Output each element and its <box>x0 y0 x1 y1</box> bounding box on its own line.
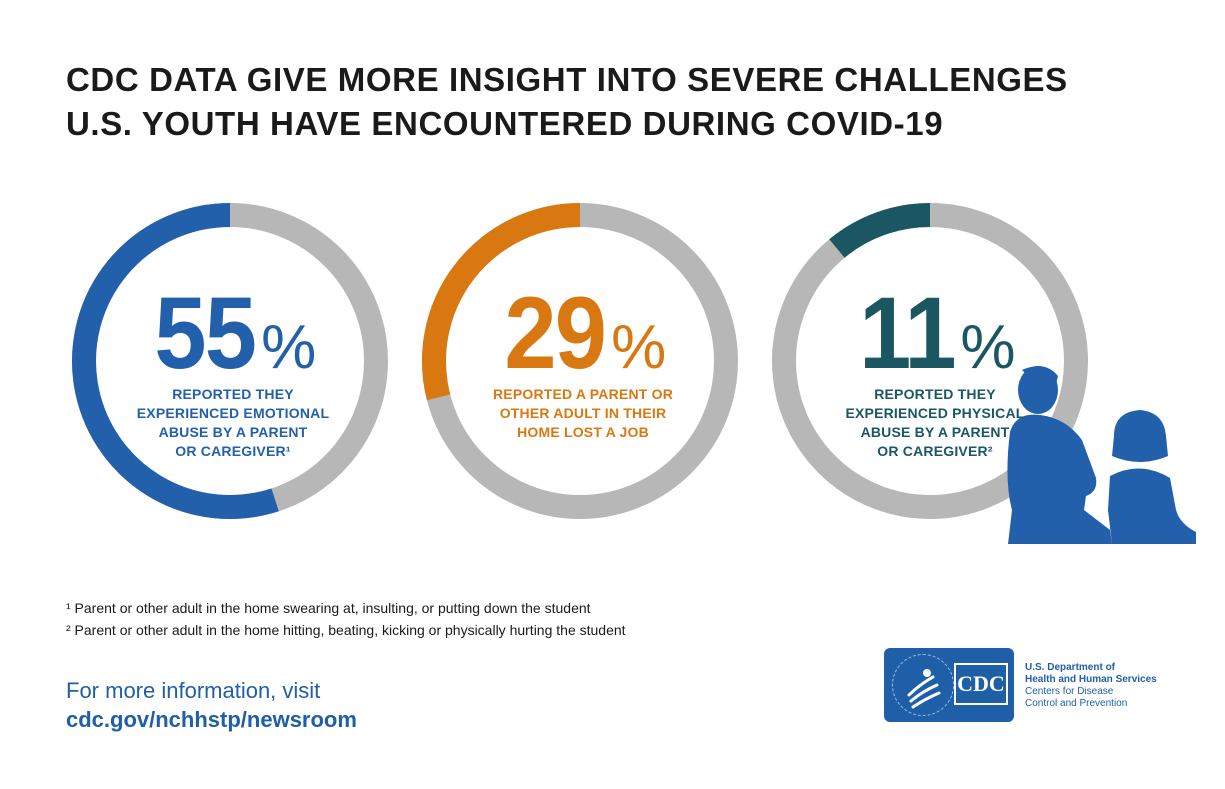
stat-value: 55% <box>108 276 358 390</box>
cdc-wordmark: CDC <box>954 663 1008 705</box>
parent-child-silhouette-icon <box>1007 366 1196 544</box>
stat-description: REPORTED A PARENT OR OTHER ADULT IN THEI… <box>492 386 674 440</box>
title-line-1: CDC DATA GIVE MORE INSIGHT INTO SEVERE C… <box>66 61 1068 98</box>
agency-name: U.S. Department of Health and Human Serv… <box>1025 662 1157 710</box>
stat-job-loss: 29% REPORTED A PARENT OR OTHER ADULT IN … <box>458 276 708 442</box>
stat-physical-abuse: 11% REPORTED THEY EXPERIENCED PHYSICAL A… <box>810 276 1060 461</box>
donut-emotional-abuse <box>72 203 388 519</box>
donut-value-arc <box>72 203 279 519</box>
eagle-icon <box>907 669 941 709</box>
percent-sign: % <box>261 313 317 382</box>
agency-line-2: Health and Human Services <box>1025 674 1157 685</box>
title-line-2: U.S. YOUTH HAVE ENCOUNTERED DURING COVID… <box>66 105 944 142</box>
agency-line-3: Centers for Disease <box>1025 686 1114 697</box>
more-info: For more information, visit cdc.gov/nchh… <box>66 676 357 734</box>
more-info-text: For more information, visit <box>66 678 321 703</box>
agency-line-4: Control and Prevention <box>1025 698 1128 709</box>
footnote-1: ¹ Parent or other adult in the home swea… <box>66 600 591 616</box>
percent-sign: % <box>960 313 1016 382</box>
page-title: CDC DATA GIVE MORE INSIGHT INTO SEVERE C… <box>66 58 1166 146</box>
stat-description: REPORTED THEY EXPERIENCED PHYSICAL ABUSE… <box>845 386 1025 459</box>
stat-value: 29% <box>458 276 708 390</box>
stat-number: 11 <box>858 276 956 390</box>
hhs-eagle-icon <box>892 654 954 716</box>
stat-number: 55 <box>154 276 257 390</box>
agency-line-1: U.S. Department of <box>1025 662 1116 673</box>
stat-description: REPORTED THEY EXPERIENCED EMOTIONAL ABUS… <box>136 386 330 459</box>
donut-charts <box>72 203 1088 519</box>
donut-physical-abuse <box>772 203 1088 519</box>
donut-job-loss <box>422 203 738 519</box>
stat-emotional-abuse: 55% REPORTED THEY EXPERIENCED EMOTIONAL … <box>108 276 358 461</box>
stat-value: 11% <box>810 276 1060 390</box>
donut-value-arc <box>422 203 581 401</box>
donut-value-arc <box>829 203 931 258</box>
donut-remainder-ring <box>772 203 1088 519</box>
footnote-2: ² Parent or other adult in the home hitt… <box>66 622 626 638</box>
footnotes: ¹ Parent or other adult in the home swea… <box>66 597 626 641</box>
percent-sign: % <box>611 313 667 382</box>
newsroom-link[interactable]: cdc.gov/nchhstp/newsroom <box>66 707 357 732</box>
stat-number: 29 <box>504 276 607 390</box>
cdc-logo: CDC <box>884 648 1014 722</box>
